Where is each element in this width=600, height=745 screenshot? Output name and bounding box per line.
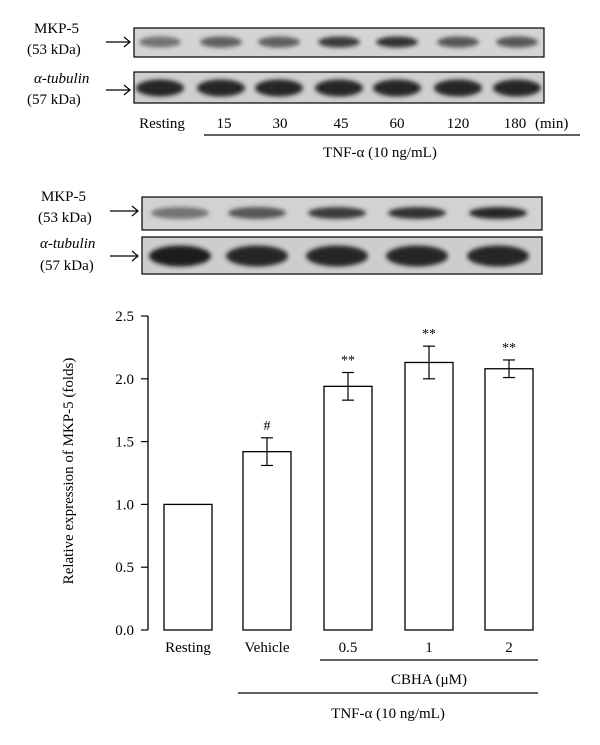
x-tick-label-0: Resting — [165, 640, 211, 656]
y-tick-label-4: 2.0 — [115, 372, 134, 388]
annotation-3: ** — [422, 327, 436, 342]
blot2-tubulin-band-2 — [306, 245, 368, 267]
blot2-tubulin-label: α-tubulin — [40, 236, 95, 252]
blot2-mkp5-band-4 — [469, 207, 527, 219]
blot2-tubulin-band-1 — [226, 245, 288, 267]
significance-annotations: # ** ** ** — [264, 327, 517, 434]
x-tick-label-3: 1 — [425, 640, 433, 656]
blot1-mkp5-label: MKP-5 — [34, 21, 79, 37]
annotation-2: ** — [341, 354, 355, 369]
tnf-group-label: TNF-α (10 ng/mL) — [331, 706, 445, 722]
blot1-treatment-label: TNF-α (10 ng/mL) — [323, 145, 437, 161]
blot1-mkp5-band-0 — [139, 36, 181, 48]
x-tick-label-1: Vehicle — [245, 640, 290, 656]
bar-1 — [242, 450, 292, 631]
blot1-tubulin-band-3 — [315, 79, 363, 97]
bars — [163, 361, 534, 631]
y-tick-label-5: 2.5 — [115, 309, 134, 325]
x-tick-labels: Resting Vehicle 0.5 1 2 — [165, 640, 513, 656]
bar-2 — [323, 385, 373, 631]
blot1-mkp5-band-2 — [258, 36, 300, 48]
blot1-mkp5-band-1 — [200, 36, 242, 48]
blot1-tubulin-band-4 — [373, 79, 421, 97]
blot1-mkp5-bands — [139, 36, 538, 48]
blot1-mkp5-kda: (53 kDa) — [27, 42, 81, 58]
blot2-mkp5-bands — [151, 207, 527, 219]
blot1-lane-30: 30 — [273, 116, 288, 132]
blot1-mkp5-band-3 — [318, 36, 360, 48]
blot1-lane-15: 15 — [217, 116, 232, 132]
blot2-tubulin-kda: (57 kDa) — [40, 258, 94, 274]
blot1-lane-120: 120 — [447, 116, 470, 132]
blot1-lane-45: 45 — [334, 116, 349, 132]
blot2-tubulin-band-0 — [149, 245, 211, 267]
error-bars — [261, 345, 515, 467]
blot2-mkp5-band-3 — [388, 207, 446, 219]
blot1-tubulin-band-2 — [255, 79, 303, 97]
blot1-tubulin-label: α-tubulin — [34, 71, 89, 87]
blot1-tubulin-band-1 — [197, 79, 245, 97]
blot1-tubulin-bands — [136, 79, 541, 97]
bar-chart: Relative expression of MKP-5 (folds) 0.0… — [61, 309, 538, 722]
x-tick-label-4: 2 — [505, 640, 513, 656]
blot2-arrows — [110, 205, 139, 262]
blot2-mkp5-band-1 — [228, 207, 286, 219]
blot2-mkp5-label: MKP-5 — [41, 189, 86, 205]
cbha-group-label: CBHA (μM) — [391, 672, 467, 688]
y-tick-label-0: 0.0 — [115, 623, 134, 639]
annotation-4: ** — [502, 341, 516, 356]
y-axis-label: Relative expression of MKP-5 (folds) — [61, 358, 77, 585]
y-tick-label-2: 1.0 — [115, 497, 134, 513]
blot2-tubulin-band-3 — [386, 245, 448, 267]
blot2: MKP-5 (53 kDa) α-tubulin (57 kDa) — [38, 189, 543, 275]
blot1-lane-60: 60 — [390, 116, 405, 132]
blot1-lane-resting: Resting — [139, 116, 185, 132]
x-tick-label-2: 0.5 — [339, 640, 358, 656]
blot2-tubulin-bands — [149, 245, 529, 267]
blot1-tubulin-band-6 — [493, 79, 541, 97]
blot2-mkp5-band-0 — [151, 207, 209, 219]
y-tick-label-3: 1.5 — [115, 435, 134, 451]
blot1-mkp5-band-4 — [376, 36, 418, 48]
blot1-arrows — [106, 36, 131, 96]
y-ticks: 0.0 0.5 1.0 1.5 2.0 2.5 — [115, 309, 148, 639]
bar-4 — [484, 368, 534, 631]
blot1: MKP-5 (53 kDa) α-tubulin (57 kDa) Restin… — [27, 21, 580, 161]
blot2-mkp5-band-2 — [308, 207, 366, 219]
annotation-1: # — [264, 419, 271, 434]
blot1-tubulin-band-5 — [434, 79, 482, 97]
y-tick-label-1: 0.5 — [115, 560, 134, 576]
blot1-tubulin-kda: (57 kDa) — [27, 92, 81, 108]
blot1-lane-180: 180 — [504, 116, 527, 132]
bar-0 — [163, 503, 213, 631]
blot1-tubulin-band-0 — [136, 79, 184, 97]
blot2-mkp5-kda: (53 kDa) — [38, 210, 92, 226]
blot1-mkp5-band-6 — [496, 36, 538, 48]
bar-3 — [404, 361, 454, 631]
blot1-mkp5-band-5 — [437, 36, 479, 48]
blot2-tubulin-band-4 — [467, 245, 529, 267]
blot1-unit: (min) — [535, 116, 568, 132]
